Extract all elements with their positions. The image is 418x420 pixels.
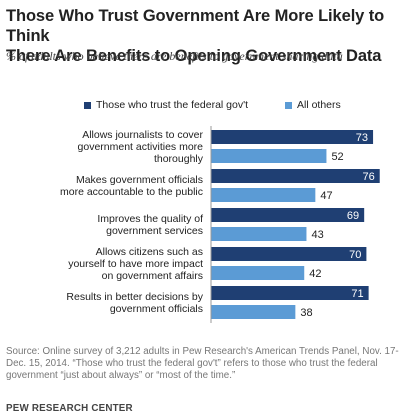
legend-item-trust: Those who trust the federal gov't xyxy=(84,99,248,111)
value-label-others: 42 xyxy=(309,268,321,280)
value-label-others: 47 xyxy=(320,190,332,202)
chart-title: Those Who Trust Government Are More Like… xyxy=(6,6,414,66)
value-label-trust: 69 xyxy=(347,210,359,222)
value-label-others: 38 xyxy=(300,307,312,319)
bar-chart: Allows journalists to cover government ac… xyxy=(60,126,380,323)
bar-trust xyxy=(211,169,380,183)
legend-swatch-others xyxy=(285,101,292,109)
bar-trust xyxy=(211,130,374,144)
category-label: Makes government officials more accountab… xyxy=(60,174,203,198)
bar-others xyxy=(211,305,296,319)
category-label: Improves the quality of government servic… xyxy=(97,213,203,237)
bar-trust xyxy=(211,247,367,261)
value-label-trust: 71 xyxy=(351,288,363,300)
bar-others xyxy=(211,266,305,280)
bar-trust xyxy=(211,208,365,222)
source-line-3: government “just about always” or “most … xyxy=(6,370,236,381)
legend-item-others: All others xyxy=(285,99,341,111)
legend-label-trust: Those who trust the federal gov't xyxy=(96,99,249,111)
category-label: Results in better decisions by government… xyxy=(66,291,203,315)
source-line-2: Dec. 15, 2014. “Those who trust the fede… xyxy=(6,358,378,369)
bar-others xyxy=(211,149,327,163)
bar-others xyxy=(211,188,316,202)
source-line-1: Source: Online survey of 3,212 adults in… xyxy=(6,346,399,357)
category-label: Allows citizens such as yourself to have … xyxy=(68,246,203,282)
organization-name: PEW RESEARCH CENTER xyxy=(6,403,133,414)
value-label-trust: 73 xyxy=(356,132,368,144)
value-label-trust: 76 xyxy=(362,171,374,183)
title-line-1: Those Who Trust Government Are More Like… xyxy=(6,7,385,45)
value-label-trust: 70 xyxy=(349,249,361,261)
source-note: Source: Online survey of 3,212 adults in… xyxy=(6,346,416,382)
title-line-2: There Are Benefits to Opening Government… xyxy=(6,47,382,65)
value-label-others: 43 xyxy=(311,229,323,241)
chart-subtitle: % of adults who believe there are benefi… xyxy=(6,49,343,63)
bar-trust xyxy=(211,286,369,300)
legend-label-others: All others xyxy=(297,99,341,111)
legend-swatch-trust xyxy=(84,101,91,109)
bar-others xyxy=(211,227,307,241)
category-label: Allows journalists to cover government ac… xyxy=(78,129,204,165)
value-label-others: 52 xyxy=(331,151,343,163)
